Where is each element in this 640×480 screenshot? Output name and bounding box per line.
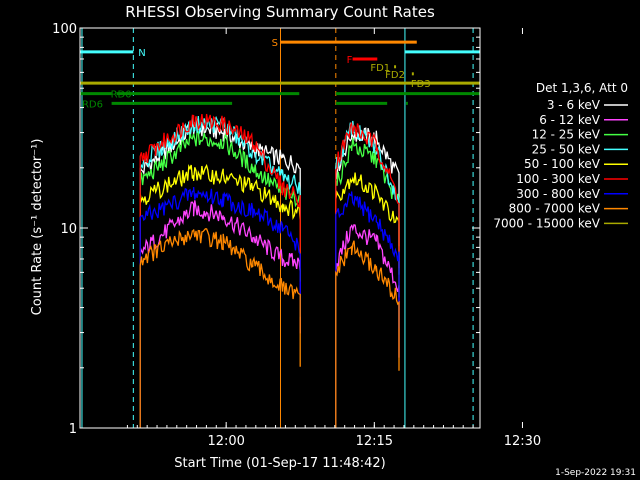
flag-label-f: F — [347, 55, 353, 66]
flag-label-rd0: RD0 — [111, 90, 132, 101]
flag-label-fd3: FD3 — [411, 79, 431, 90]
legend-label-1: 6 - 12 keV — [539, 113, 601, 127]
y-tick-label-0: 1 — [69, 422, 77, 437]
x-tick-label-2: 12:30 — [504, 434, 541, 449]
flag-label-fd2: FD2 — [385, 70, 405, 81]
footer-timestamp: 1-Sep-2022 19:31 — [555, 468, 636, 478]
legend-label-8: 7000 - 15000 keV — [493, 216, 600, 230]
x-tick-label-0: 12:00 — [207, 434, 244, 449]
y-tick-label-1: 10 — [60, 222, 77, 237]
legend-label-3: 25 - 50 keV — [532, 142, 601, 156]
series-line-6-seg-1 — [335, 191, 400, 428]
flag-label-s: S — [272, 38, 278, 49]
legend-label-7: 800 - 7000 keV — [509, 202, 601, 216]
series-line-5-seg-1 — [335, 122, 400, 428]
legend-label-2: 12 - 25 keV — [532, 128, 601, 142]
chart-title: RHESSI Observing Summary Count Rates — [125, 3, 435, 21]
series-line-5-seg-0 — [139, 113, 301, 428]
flag-label-rd6: RD6 — [82, 99, 103, 110]
legend-label-6: 300 - 800 keV — [516, 187, 600, 201]
flag-label-n: N — [138, 48, 145, 59]
legend-label-5: 100 - 300 keV — [516, 172, 600, 186]
y-axis-label: Count Rate (s⁻¹ detector⁻¹) — [30, 139, 45, 316]
legend-label-0: 3 - 6 keV — [547, 98, 601, 112]
series-line-6-seg-0 — [139, 187, 301, 428]
series-line-0-seg-0 — [139, 116, 301, 428]
series-line-4-seg-1 — [335, 172, 400, 428]
y-tick-label-2: 100 — [52, 22, 77, 37]
flag-label-fd1: FD1 — [370, 63, 390, 74]
x-axis-label: Start Time (01-Sep-17 11:48:42) — [174, 456, 385, 471]
series-line-1-seg-1 — [335, 224, 400, 428]
legend-title: Det 1,3,6, Att 0 — [536, 81, 628, 95]
x-tick-label-1: 12:15 — [356, 434, 393, 449]
series-line-4-seg-0 — [139, 163, 301, 428]
series-line-7-seg-0 — [139, 228, 301, 428]
series-line-2-seg-0 — [139, 130, 301, 428]
legend-label-4: 50 - 100 keV — [524, 157, 601, 171]
series-line-7-seg-1 — [335, 240, 400, 428]
series-line-1-seg-0 — [139, 200, 301, 428]
